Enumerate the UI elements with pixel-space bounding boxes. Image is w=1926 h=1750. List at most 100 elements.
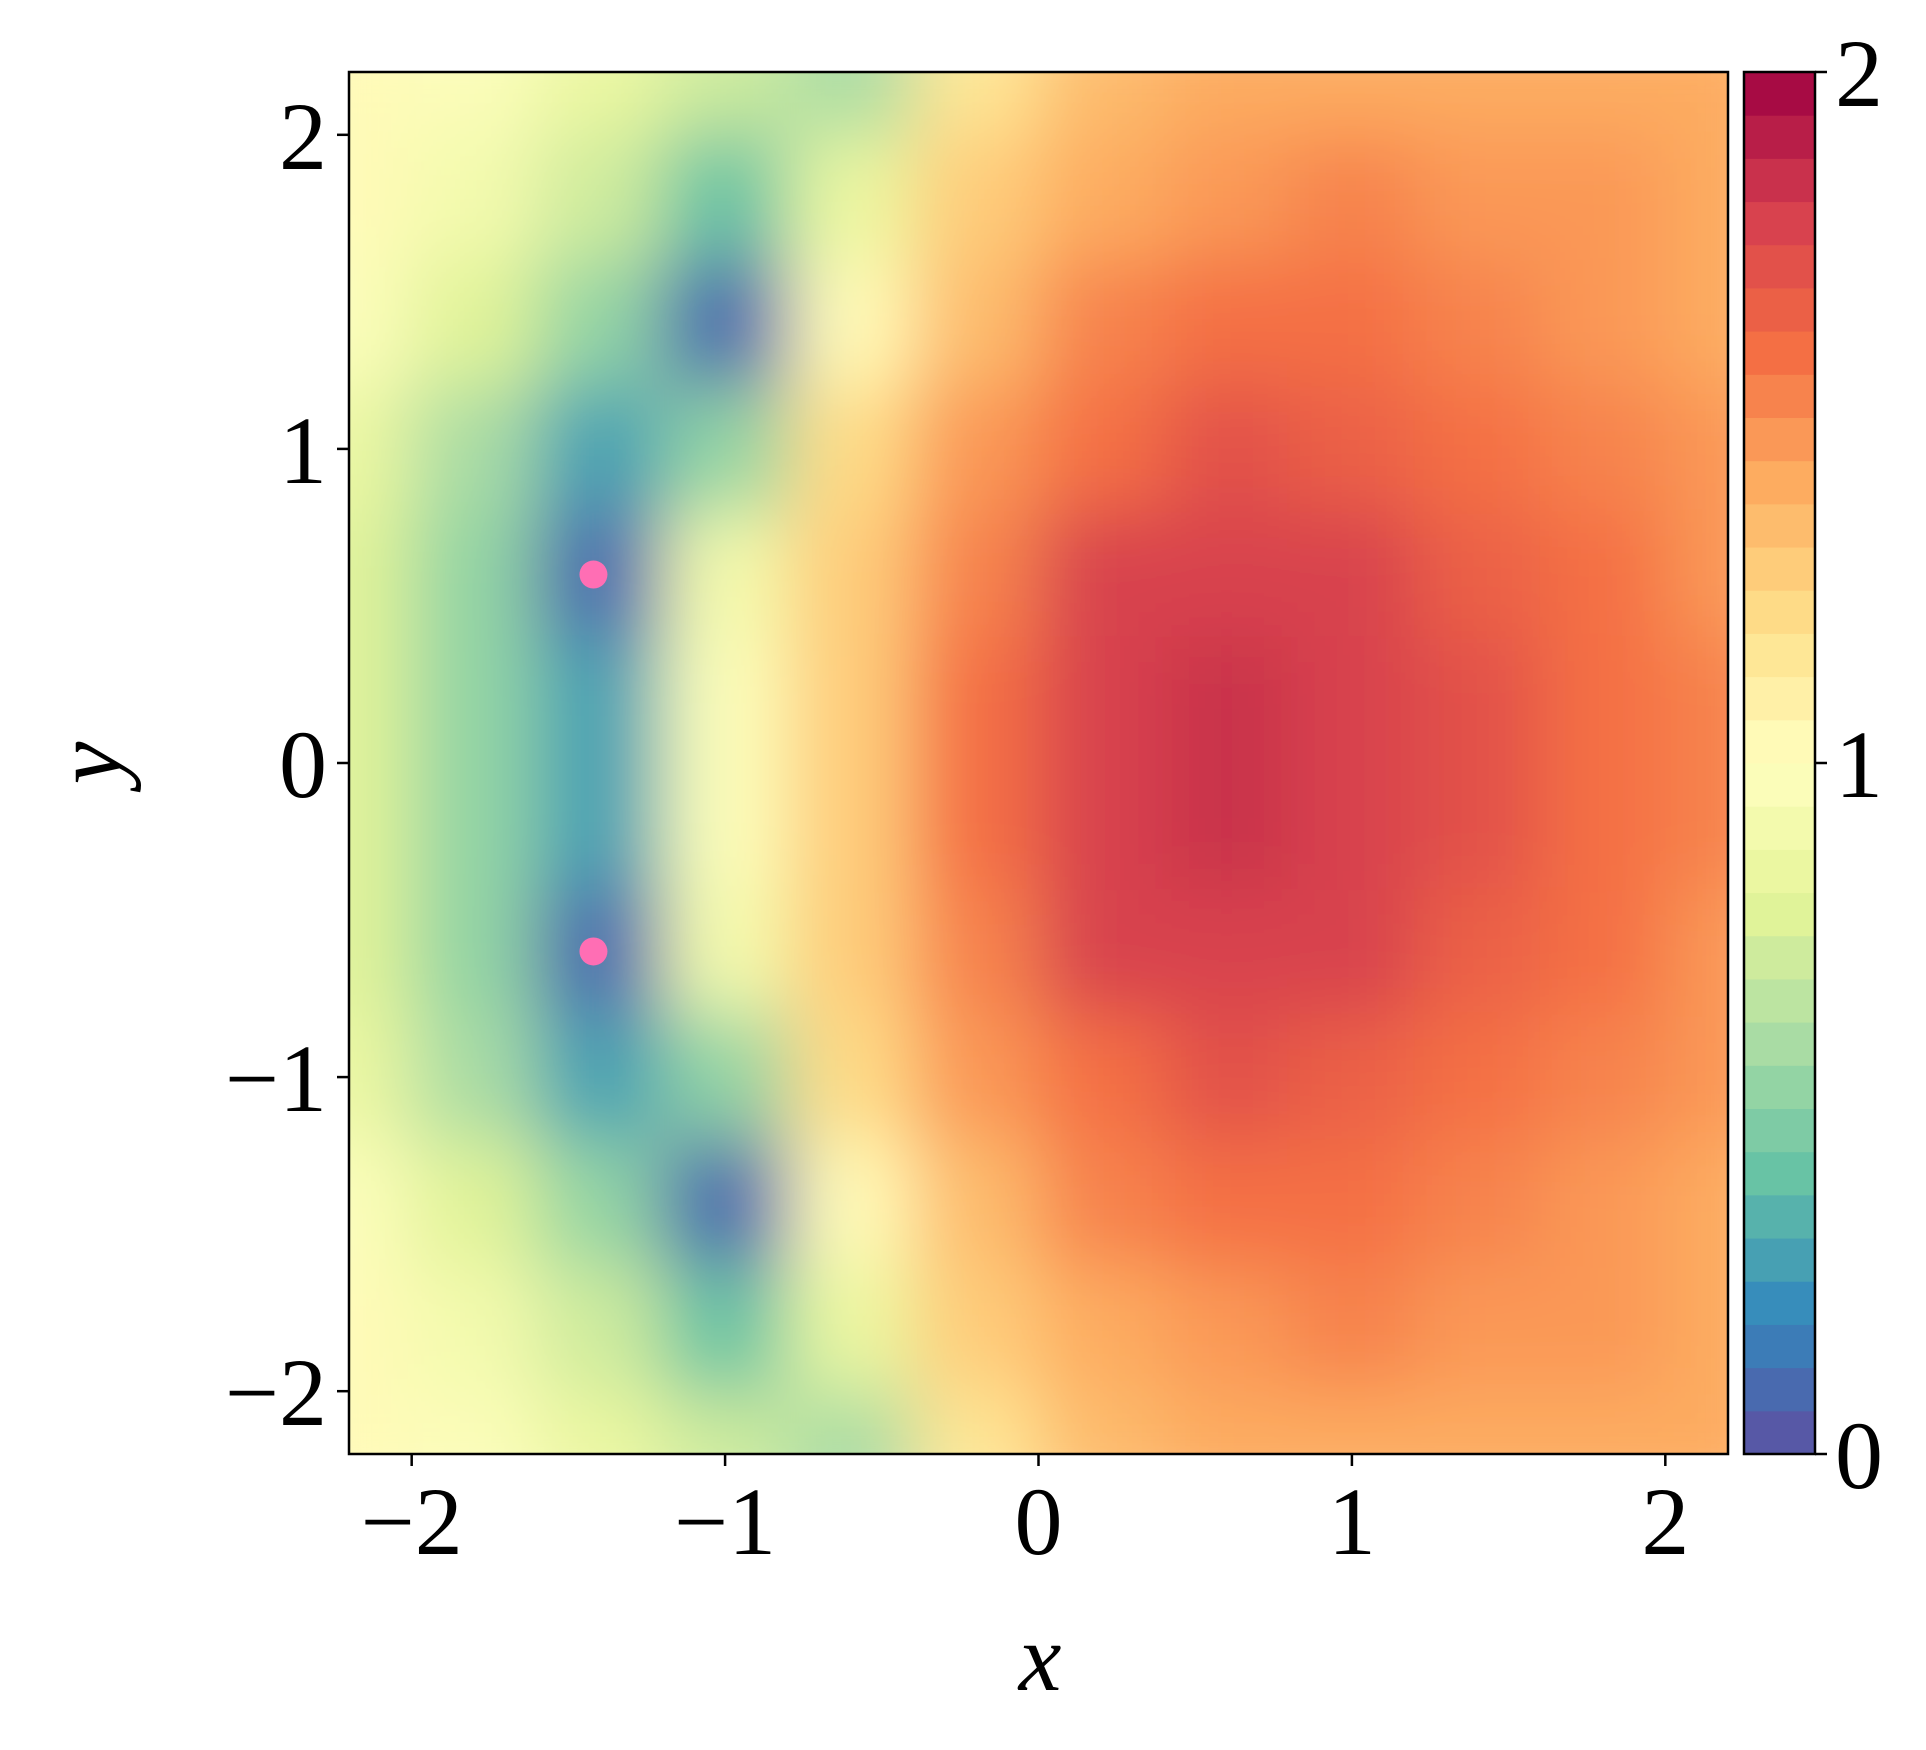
y-axis-label: y xyxy=(34,741,141,793)
field-cell xyxy=(411,763,538,889)
field-cell xyxy=(349,511,412,638)
field-cell xyxy=(1289,888,1415,1015)
field-cell xyxy=(1163,1391,1290,1454)
field-cell xyxy=(1289,1014,1415,1140)
field-cell xyxy=(1163,134,1290,261)
field-cell xyxy=(537,260,663,387)
field-cell xyxy=(1539,637,1666,763)
field-cell xyxy=(349,72,412,135)
field-cell xyxy=(349,888,412,1015)
field-cell xyxy=(411,386,538,512)
field-cell xyxy=(349,134,412,261)
field-cell xyxy=(349,1139,412,1266)
field-cell xyxy=(913,72,1039,135)
colorbar-band xyxy=(1744,201,1815,246)
field-cell xyxy=(1289,386,1415,512)
field-cell xyxy=(787,386,914,512)
field-cell xyxy=(1665,1265,1728,1392)
field-cell xyxy=(1539,1139,1666,1266)
colorbar-band xyxy=(1744,460,1815,505)
field-cell xyxy=(1163,72,1290,135)
field-cell xyxy=(662,1391,788,1454)
colorbar-band xyxy=(1744,158,1815,203)
field-cell xyxy=(1289,1139,1415,1266)
field xyxy=(349,72,1728,1454)
field-cell xyxy=(1665,1391,1728,1454)
colorbar-band xyxy=(1744,115,1815,159)
field-cell xyxy=(349,386,412,512)
field-cell xyxy=(411,1391,538,1454)
field-cell xyxy=(1038,386,1164,512)
y-tick-label: 1 xyxy=(279,397,327,504)
field-cell xyxy=(1539,386,1666,512)
field-cell xyxy=(1289,134,1415,261)
y-tick-label: 2 xyxy=(279,83,327,190)
field-cell xyxy=(1665,72,1728,135)
field-cell xyxy=(787,260,914,387)
field-cell xyxy=(537,763,663,889)
y-tick-label: −2 xyxy=(225,1339,327,1446)
field-cell xyxy=(1289,511,1415,638)
colorbar-band xyxy=(1744,374,1815,418)
field-cell xyxy=(787,763,914,889)
field-cell xyxy=(1289,763,1415,889)
field-cell xyxy=(537,72,663,135)
field-cell xyxy=(787,511,914,638)
field-cell xyxy=(411,260,538,387)
field-cell xyxy=(1038,763,1164,889)
field-cell xyxy=(1038,134,1164,261)
colorbar-band xyxy=(1744,719,1815,764)
field-cell xyxy=(787,1265,914,1392)
field-cell xyxy=(1289,72,1415,135)
point xyxy=(579,937,608,966)
colorbar-band xyxy=(1744,763,1815,807)
field-cell xyxy=(913,637,1039,763)
field-cell xyxy=(349,637,412,763)
field-cell xyxy=(537,134,663,261)
colorbar-band xyxy=(1744,806,1815,850)
field-cell xyxy=(662,1139,788,1266)
field-cell xyxy=(662,888,788,1015)
field-cell xyxy=(1539,72,1666,135)
field-cell xyxy=(662,134,788,261)
field-cell xyxy=(913,134,1039,261)
field-cell xyxy=(1038,1265,1164,1392)
field-cell xyxy=(1038,1014,1164,1140)
field-cell xyxy=(662,511,788,638)
field-cell xyxy=(349,763,412,889)
field-cell xyxy=(662,1265,788,1392)
colorbar-band xyxy=(1744,287,1815,332)
field-cell xyxy=(411,1139,538,1266)
colorbar-band xyxy=(1744,676,1815,721)
field-cell xyxy=(1414,1139,1540,1266)
field-cell xyxy=(662,260,788,387)
field-cell xyxy=(1414,511,1540,638)
field-cell xyxy=(1038,260,1164,387)
field-cell xyxy=(787,637,914,763)
x-tick-label: −1 xyxy=(674,1468,776,1575)
field-cell xyxy=(1163,260,1290,387)
field-cell xyxy=(913,1265,1039,1392)
colorbar-band xyxy=(1744,633,1815,678)
colorbar-band xyxy=(1744,935,1815,980)
field-cell xyxy=(537,1391,663,1454)
field-cell xyxy=(349,1391,412,1454)
x-axis-label: x xyxy=(1017,1604,1062,1711)
field-cell xyxy=(1414,1391,1540,1454)
field-cell xyxy=(349,1265,412,1392)
field-cell xyxy=(1289,1391,1415,1454)
y-tick-label: −1 xyxy=(225,1025,327,1132)
field-area xyxy=(349,72,1728,1454)
colorbar-band xyxy=(1744,1022,1815,1066)
field-cell xyxy=(662,72,788,135)
field-cell xyxy=(411,134,538,261)
field-cell xyxy=(913,260,1039,387)
field-cell xyxy=(411,1014,538,1140)
field-cell xyxy=(537,1139,663,1266)
field-cell xyxy=(411,637,538,763)
field-cell xyxy=(1289,637,1415,763)
colorbar-band xyxy=(1744,417,1815,462)
field-cell xyxy=(1665,763,1728,889)
field-cell xyxy=(1665,888,1728,1015)
